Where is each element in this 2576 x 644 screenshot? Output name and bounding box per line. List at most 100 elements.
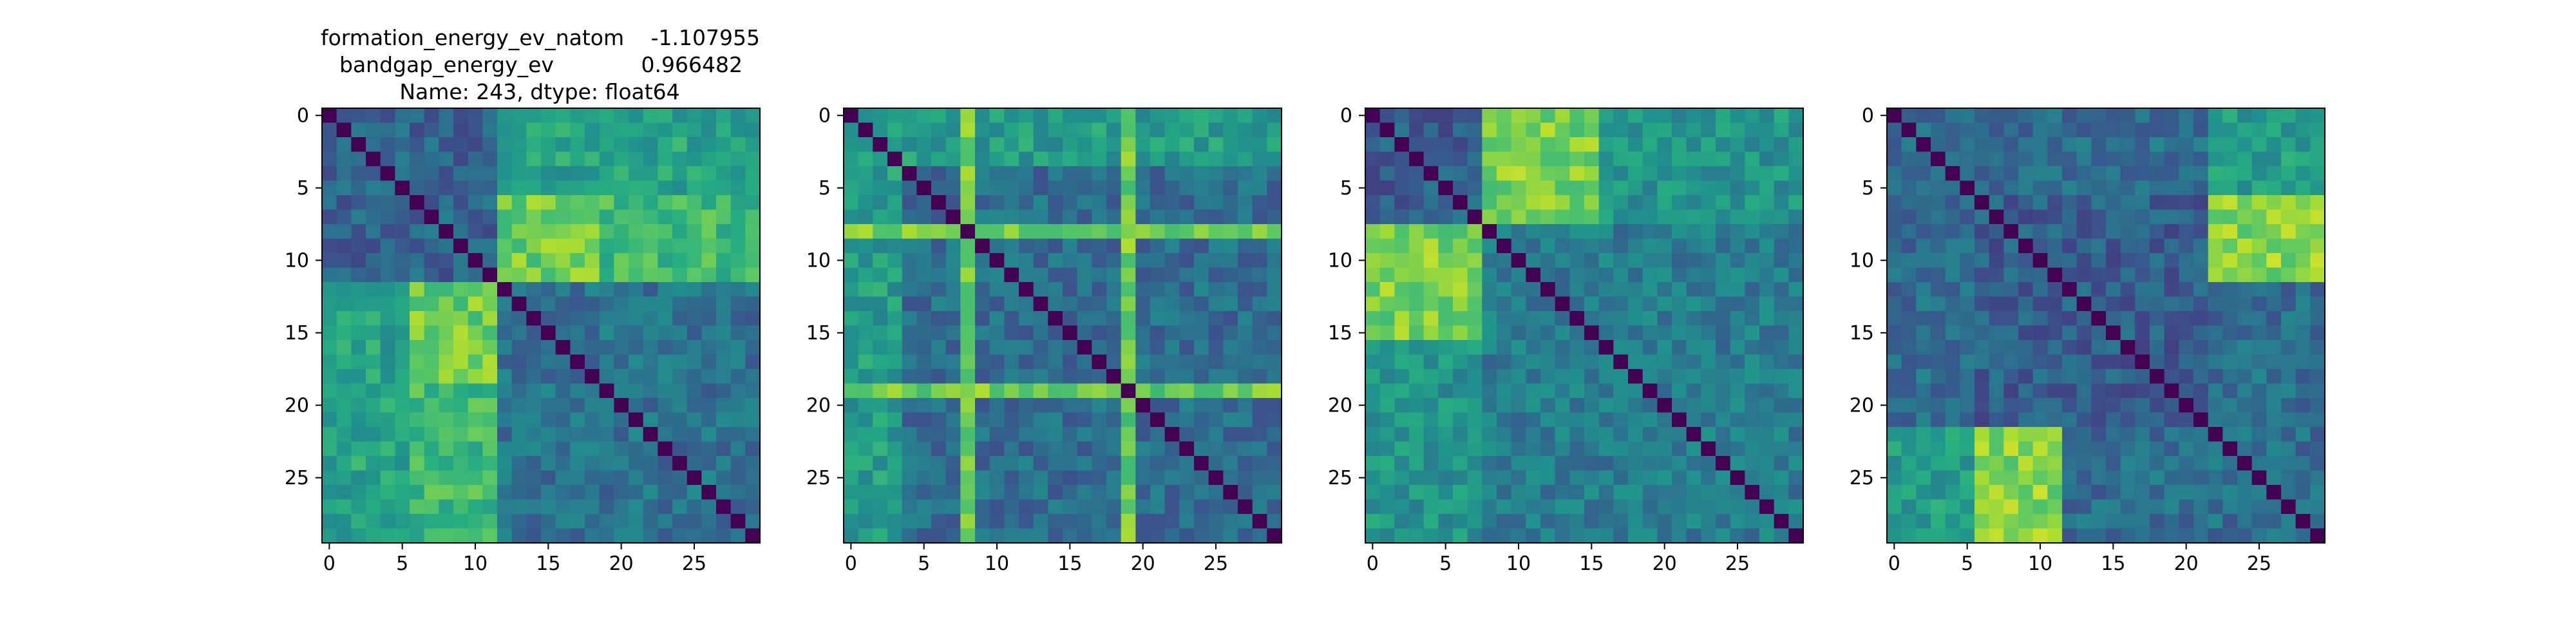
heatmap-cell	[1135, 137, 1151, 153]
heatmap-cell	[1584, 514, 1600, 529]
heatmap-cell	[1453, 325, 1468, 341]
heatmap-cell	[541, 456, 556, 471]
heatmap-cell	[1394, 369, 1410, 384]
heatmap-cell	[1989, 398, 2004, 413]
heatmap-cell	[1975, 340, 1990, 355]
heatmap-cell	[873, 238, 888, 254]
heatmap-cell	[1150, 166, 1166, 182]
heatmap-cell	[424, 412, 439, 428]
heatmap-cell	[1540, 456, 1556, 471]
heatmap-cell	[1077, 369, 1092, 384]
heatmap-cell	[1745, 470, 1760, 486]
heatmap-cell	[1901, 282, 1917, 298]
heatmap-cell	[2047, 412, 2063, 428]
heatmap-cell	[2047, 499, 2063, 515]
heatmap-cell	[1019, 180, 1034, 196]
heatmap-cell	[873, 296, 888, 312]
heatmap-cell	[902, 282, 917, 298]
heatmap-cell	[1555, 311, 1570, 327]
heatmap-cell	[1223, 282, 1238, 298]
heatmap-cell	[643, 238, 658, 254]
heatmap-cell	[2018, 427, 2034, 442]
heatmap-cell	[2047, 151, 2063, 167]
heatmap-cell	[931, 296, 947, 312]
heatmap-cell	[497, 470, 513, 486]
heatmap-cell	[1106, 398, 1122, 413]
heatmap-cell	[1628, 470, 1643, 486]
heatmap-cell	[1975, 369, 1990, 384]
heatmap-cell	[1598, 151, 1614, 167]
heatmap-cell	[555, 383, 571, 399]
heatmap-cell	[873, 456, 888, 471]
heatmap-cell	[887, 195, 903, 211]
heatmap-cell	[482, 180, 498, 196]
heatmap-cell	[1092, 166, 1107, 182]
heatmap-cell	[2295, 195, 2311, 211]
heatmap-cell	[931, 441, 947, 457]
heatmap-cell	[1077, 456, 1092, 471]
heatmap-cell	[1004, 224, 1019, 240]
heatmap-cell	[410, 499, 425, 515]
heatmap-cell	[931, 514, 947, 529]
heatmap-cell	[1598, 166, 1614, 182]
heatmap-cell	[1409, 253, 1425, 269]
heatmap-cell	[2120, 108, 2136, 124]
heatmap-cell	[541, 340, 556, 355]
heatmap-cell	[1048, 224, 1063, 240]
heatmap-cell	[1394, 383, 1410, 399]
x-tick-label: 0	[323, 553, 336, 575]
x-tick-label: 20	[1131, 553, 1155, 575]
heatmap-cell	[1482, 238, 1497, 254]
heatmap-cell	[1423, 427, 1439, 442]
heatmap-cell	[1004, 122, 1019, 138]
heatmap-cell	[1423, 354, 1439, 370]
heatmap-cell	[2281, 514, 2297, 529]
heatmap-cell	[2150, 485, 2165, 500]
heatmap-cell	[1730, 122, 1745, 138]
heatmap-cell	[1092, 369, 1107, 384]
heatmap-cell	[1745, 180, 1760, 196]
heatmap-cell	[701, 311, 717, 327]
heatmap-cell	[511, 122, 527, 138]
heatmap-cell	[410, 180, 425, 196]
heatmap-cell	[1555, 151, 1570, 167]
heatmap-cell	[1179, 108, 1195, 124]
heatmap-cell	[730, 514, 746, 529]
heatmap-cell	[629, 456, 644, 471]
heatmap-cell	[945, 499, 961, 515]
heatmap-cell	[541, 166, 556, 182]
heatmap-cell	[1208, 412, 1224, 428]
heatmap-cell	[2193, 325, 2209, 341]
heatmap-cell	[1409, 267, 1425, 283]
heatmap-cell	[1033, 311, 1048, 327]
heatmap-cell	[701, 238, 717, 254]
heatmap-cell	[2091, 441, 2107, 457]
heatmap-cell	[1467, 296, 1482, 312]
heatmap-cell	[1901, 340, 1917, 355]
heatmap-cell	[511, 427, 527, 442]
heatmap-cell	[1223, 180, 1238, 196]
heatmap-cell	[1916, 195, 1931, 211]
heatmap-cell	[1077, 311, 1092, 327]
heatmap-cell	[1238, 195, 1253, 211]
heatmap-cell	[380, 441, 395, 457]
heatmap-cell	[1238, 224, 1253, 240]
heatmap-cell	[629, 224, 644, 240]
heatmap-cell	[1701, 209, 1716, 225]
heatmap-cell	[2237, 485, 2253, 500]
heatmap-cell	[1467, 166, 1482, 182]
heatmap-cell	[1223, 209, 1238, 225]
heatmap-cell	[887, 427, 903, 442]
heatmap-cell	[1989, 267, 2004, 283]
heatmap-cell	[1092, 427, 1107, 442]
heatmap-cell	[945, 528, 961, 544]
heatmap-cell	[960, 325, 976, 341]
heatmap-cell	[2281, 224, 2297, 240]
heatmap-cell	[2018, 311, 2034, 327]
heatmap-cell	[1438, 383, 1454, 399]
heatmap-cell	[1004, 340, 1019, 355]
heatmap-cell	[1497, 122, 1512, 138]
y-tick-label: 10	[285, 249, 309, 272]
heatmap-cell	[2062, 151, 2078, 167]
heatmap-cell	[2047, 180, 2063, 196]
